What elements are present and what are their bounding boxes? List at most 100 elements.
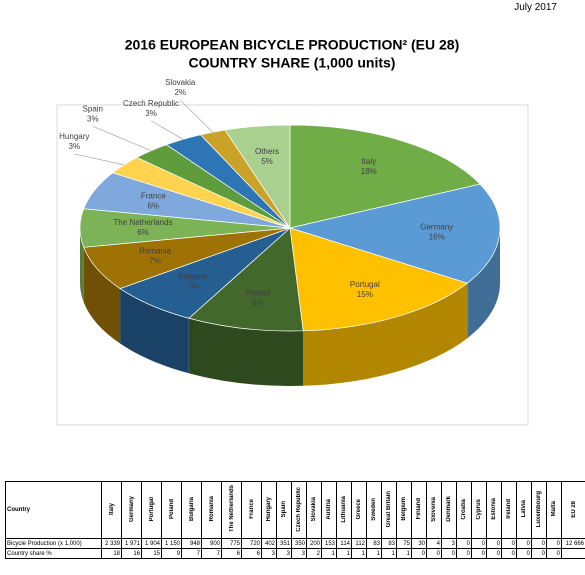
slice-value: 6% bbox=[148, 202, 160, 211]
column-header: Hungary bbox=[261, 481, 277, 539]
slice-side bbox=[83, 247, 121, 344]
column-header: Slovenia bbox=[426, 481, 442, 539]
column-header: The Netherlands bbox=[221, 481, 242, 539]
table-cell: 6 bbox=[221, 548, 242, 559]
slice-label: Germany bbox=[420, 223, 453, 232]
column-label: Belgium bbox=[401, 497, 407, 521]
table-cell: 12 666 bbox=[561, 538, 585, 549]
table-row: Bicycle Production (x 1,000) 2 339 1 971 1 … bbox=[5, 538, 585, 549]
slice-label: Hungary bbox=[59, 132, 89, 141]
column-header: Denmark bbox=[441, 481, 457, 539]
column-label: Denmark bbox=[446, 496, 452, 522]
table-cell: 1 904 bbox=[141, 538, 162, 549]
date: July 2017 bbox=[514, 2, 557, 13]
chart-frame bbox=[56, 104, 529, 426]
table-cell: 200 bbox=[306, 538, 322, 549]
slice-label: Portugal bbox=[350, 280, 380, 289]
column-header: Finland bbox=[411, 481, 427, 539]
slice-value: 3% bbox=[87, 114, 99, 123]
column-header: Romania bbox=[201, 481, 222, 539]
column-label: Italy bbox=[108, 502, 115, 515]
table-cell: 0 bbox=[456, 548, 472, 559]
table-cell: 0 bbox=[471, 548, 487, 559]
leader-line bbox=[92, 125, 152, 152]
column-header: Poland bbox=[161, 481, 182, 539]
column-label: Czech Republic bbox=[296, 486, 302, 532]
column-label: Latvia bbox=[521, 500, 527, 518]
leader-line bbox=[74, 153, 125, 166]
table-cell: 3 bbox=[291, 548, 307, 559]
column-header: Slovakia bbox=[306, 481, 322, 539]
table-cell: 1 bbox=[381, 548, 397, 559]
column-header: Portugal bbox=[141, 481, 162, 539]
table-cell: 350 bbox=[291, 538, 307, 549]
table-cell: 1 bbox=[396, 548, 412, 559]
table-cell: 0 bbox=[516, 548, 532, 559]
chart-title: 2016 EUROPEAN BICYCLE PRODUCTION² (EU 28… bbox=[125, 37, 460, 53]
table-cell: 1 971 bbox=[121, 538, 142, 549]
column-label: Portugal bbox=[148, 496, 155, 522]
column-header: Italy bbox=[101, 481, 122, 539]
column-label: Poland bbox=[168, 498, 175, 519]
table-cell: 7 bbox=[201, 548, 222, 559]
column-header: Malta bbox=[546, 481, 562, 539]
table-cell: 0 bbox=[546, 548, 562, 559]
row-label: Bicycle Production (x 1,000) bbox=[5, 538, 102, 549]
pie-slice bbox=[288, 183, 501, 284]
column-header: Ireland bbox=[501, 481, 517, 539]
table-cell: 7 bbox=[181, 548, 202, 559]
table-cell: 15 bbox=[141, 548, 162, 559]
table-cell: 0 bbox=[501, 538, 517, 549]
column-label: Finland bbox=[416, 498, 422, 520]
slice-label: Others bbox=[255, 147, 279, 156]
slice-label: Spain bbox=[83, 104, 103, 113]
column-label: Croatia bbox=[461, 498, 467, 520]
slice-value: 3% bbox=[69, 142, 81, 151]
table-cell: 0 bbox=[531, 548, 547, 559]
column-header: Croatia bbox=[456, 481, 472, 539]
table-cell: 2 339 bbox=[101, 538, 122, 549]
slice-value: 3% bbox=[145, 109, 157, 118]
column-header: France bbox=[241, 481, 262, 539]
pie-slice bbox=[188, 227, 304, 332]
column-header: Germany bbox=[121, 481, 142, 539]
column-header: Cyprus bbox=[471, 481, 487, 539]
column-label: Austria bbox=[326, 498, 332, 520]
column-header: Sweden bbox=[366, 481, 382, 539]
table-cell: 402 bbox=[261, 538, 277, 549]
slice-value: 7% bbox=[149, 257, 161, 266]
column-label: Bulgaria bbox=[188, 496, 195, 521]
slice-value: 7% bbox=[187, 282, 199, 291]
table-cell: 0 bbox=[441, 548, 457, 559]
slice-label: France bbox=[141, 192, 166, 201]
slice-value: 15% bbox=[357, 290, 373, 299]
slice-value: 16% bbox=[429, 233, 445, 242]
pie-slice bbox=[224, 124, 291, 230]
column-label: Lithuania bbox=[341, 495, 347, 523]
column-header: Latvia bbox=[516, 481, 532, 539]
table-cell: 0 bbox=[456, 538, 472, 549]
table-cell: 3 bbox=[441, 538, 457, 549]
data-table: Country Italy Germany Portugal Poland Bulgari… bbox=[5, 481, 585, 559]
column-label: Estonia bbox=[491, 498, 497, 520]
table-cell: 948 bbox=[181, 538, 202, 549]
slice-label: Bulgaria bbox=[178, 272, 208, 281]
column-label: Greece bbox=[356, 498, 362, 520]
table-cell: 112 bbox=[351, 538, 367, 549]
table-cell: 775 bbox=[221, 538, 242, 549]
table-cell: 1 bbox=[321, 548, 337, 559]
column-label: Hungary bbox=[266, 496, 272, 522]
column-label: Sweden bbox=[371, 497, 377, 521]
chart-subtitle: COUNTRY SHARE (1,000 units) bbox=[189, 55, 396, 71]
slice-value: 6% bbox=[137, 228, 149, 237]
row-label: Country share % bbox=[5, 548, 102, 559]
table-row: Country share % 18 16 15 9 7 7 6 6 3 3 3 2 1 1 1 1 1 1 0 0 0 0… bbox=[5, 548, 585, 559]
table-cell: 18 bbox=[101, 548, 122, 559]
slice-label: Slovakia bbox=[165, 78, 196, 87]
column-header: Great Britain bbox=[381, 481, 397, 539]
column-label: Spain bbox=[281, 500, 287, 518]
table-cell: 30 bbox=[411, 538, 427, 549]
column-label: Cyprus bbox=[476, 498, 482, 520]
column-label: Ireland bbox=[506, 499, 512, 519]
table-cell: 1 150 bbox=[161, 538, 182, 549]
